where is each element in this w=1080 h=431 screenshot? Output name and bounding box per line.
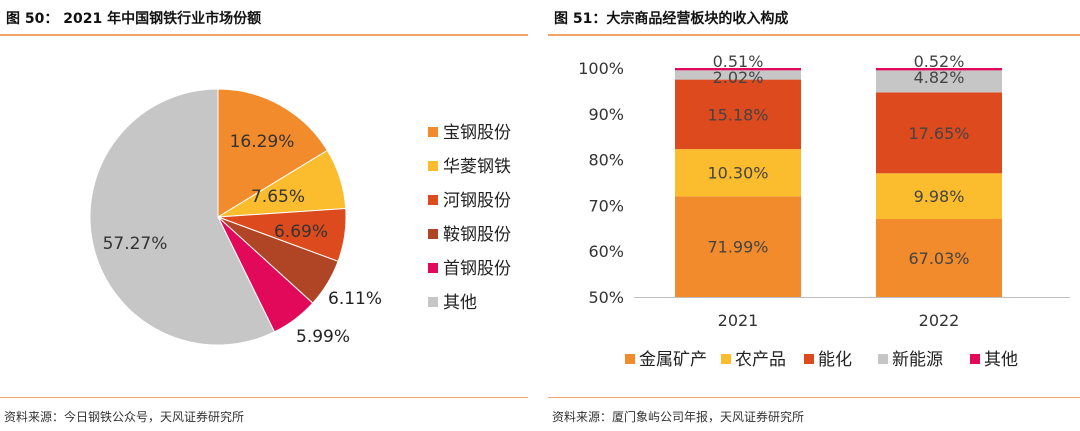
legend-label: 其他 [984,350,1018,370]
bar-segment [876,173,1002,220]
bar-data-label: 9.98% [914,187,965,206]
bar-data-label: 0.51% [713,52,764,71]
pie-slice [89,88,276,346]
bar-segment [675,68,801,71]
bar-segment [675,196,801,297]
bar-data-label: 4.82% [914,68,965,87]
legend-label: 河钢股份 [443,191,511,211]
legend-swatch [428,229,438,239]
bar-data-label: 15.18% [707,105,768,124]
y-tick-label: 80% [588,151,624,170]
bar-segment [675,70,801,80]
bar-segment [876,92,1002,174]
title-divider [0,34,528,36]
bar-data-label: 2.02% [713,68,764,87]
bar-data-label: 0.52% [914,52,965,71]
pie-slice-label: 6.69% [274,222,328,242]
y-tick-label: 60% [588,242,624,261]
pie-chart: 16.29% 7.65% 6.69% 6.11% 5.99% 57.27% 宝钢股份华菱钢铁… [89,88,511,347]
pie-slice-label: 57.27% [103,234,168,254]
legend-label: 宝钢股份 [443,123,511,143]
y-tick-label: 50% [588,288,624,307]
bar-chart-source: 资料来源：厦门象屿公司年报，天风证券研究所 [552,410,805,424]
legend-swatch [428,127,438,137]
source-divider [0,397,528,398]
y-tick-label: 100% [578,59,624,78]
pie-chart-panel: 图 50： 2021 年中国钢铁行业市场份额 16.29% 7.65% 6.69% 6… [0,0,528,431]
pie-slice-label: 5.99% [296,327,350,347]
legend-swatch [428,263,438,273]
legend-swatch [970,354,980,364]
legend-swatch [428,297,438,307]
bar-segment [876,68,1002,71]
legend-label: 金属矿产 [639,350,707,370]
source-divider [548,397,1080,398]
legend-label: 能化 [818,350,852,370]
y-tick-label: 70% [588,196,624,215]
bar-segment [876,219,1002,297]
legend-label: 首钢股份 [443,259,511,279]
legend-swatch [721,354,731,364]
bar-chart-title: 图 51：大宗商品经营板块的收入构成 [554,11,789,27]
legend-label: 农产品 [735,350,786,370]
bar-data-label: 17.65% [908,124,969,143]
pie-chart-title: 图 50： 2021 年中国钢铁行业市场份额 [6,11,262,27]
legend-swatch [428,161,438,171]
legend-swatch [878,354,888,364]
pie-slice-label: 7.65% [251,187,305,207]
bar-chart-panel: 图 51：大宗商品经营板块的收入构成 50% 60% 70% 80% 90% 100% 71… [548,0,1080,431]
pie-chart-source: 资料来源：今日钢铁公众号，天风证券研究所 [4,410,245,424]
y-tick-label: 90% [588,105,624,124]
legend-label: 华菱钢铁 [443,157,511,177]
legend-swatch [428,195,438,205]
bar-segment [876,70,1002,93]
pie-slice-label: 16.29% [230,132,295,152]
legend-swatch [625,354,635,364]
x-tick-label: 2022 [919,311,960,330]
legend-swatch [804,354,814,364]
legend-label: 鞍钢股份 [443,225,511,245]
x-tick-label: 2021 [718,311,759,330]
bar-segment [675,149,801,197]
legend-label: 其他 [443,293,477,313]
legend-label: 新能源 [892,350,943,370]
bar-data-label: 71.99% [707,238,768,257]
pie-slice-label: 6.11% [328,289,382,309]
bar-data-label: 67.03% [908,249,969,268]
bar-data-label: 10.30% [707,164,768,183]
title-divider [548,34,1080,36]
bar-segment [675,79,801,150]
stacked-bar-chart: 50% 60% 70% 80% 90% 100% 71.99% 10.30% 15.18% 2.0… [578,52,1070,370]
pie-slice [217,88,328,218]
